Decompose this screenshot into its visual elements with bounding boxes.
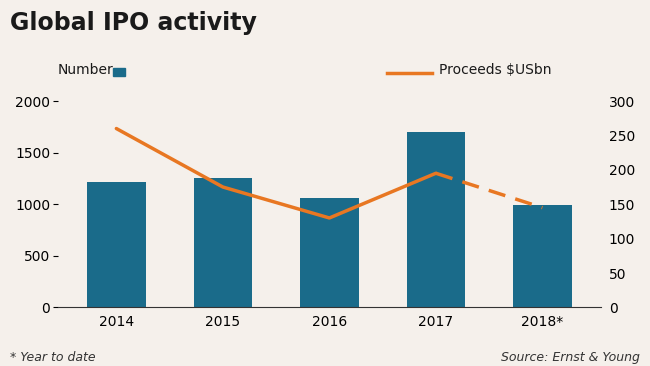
Text: Number: Number [58,63,114,77]
Bar [87,182,146,307]
Text: Source: Ernst & Young: Source: Ernst & Young [501,351,640,364]
Bar [300,198,359,307]
Text: Proceeds $USbn: Proceeds $USbn [439,63,551,77]
Bar [194,178,252,307]
Text: Global IPO activity: Global IPO activity [10,11,257,35]
Text: * Year to date: * Year to date [10,351,96,364]
Bar [407,132,465,307]
Bar [513,205,572,307]
